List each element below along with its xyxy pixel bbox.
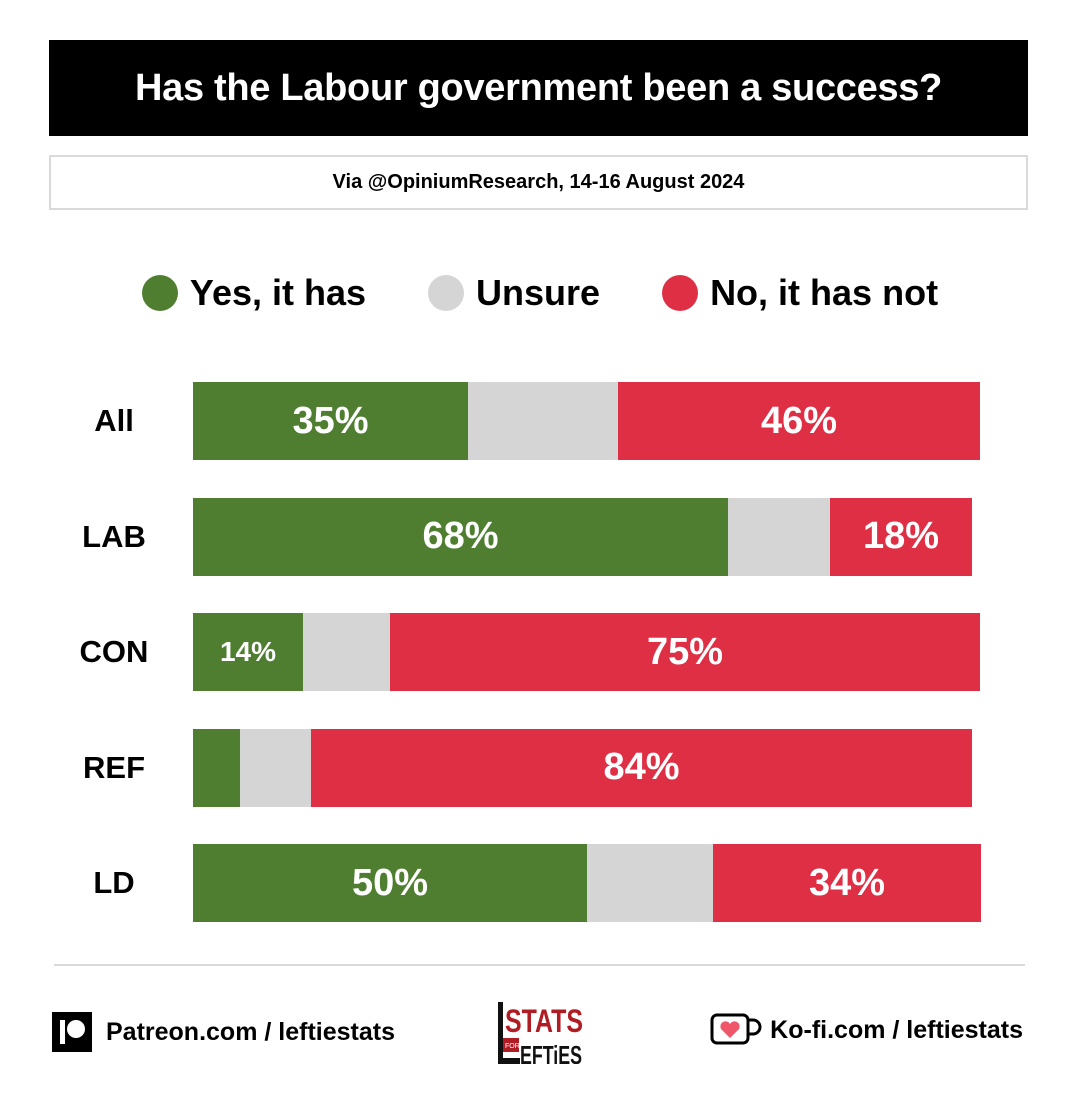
legend-item-yes: Yes, it has: [141, 272, 367, 314]
legend-label-yes: Yes, it has: [189, 272, 367, 313]
kofi-text: Ko-fi.com / leftiestats: [770, 1015, 1023, 1044]
footer-divider: [54, 964, 1025, 966]
row-label: REF: [83, 749, 145, 785]
bar-segment-unsure: [240, 728, 311, 807]
bar-segment-yes: [193, 728, 240, 807]
stacked-bar: 50% 34%: [193, 844, 981, 922]
stacked-bar: 68% 18%: [193, 497, 972, 576]
legend: Yes, it has Unsure No, it has not: [0, 268, 1080, 318]
bar-row: REF 84%: [0, 728, 1080, 807]
stacked-bar: 84%: [193, 728, 972, 807]
row-label: LAB: [82, 518, 146, 554]
bar-segment-yes: 50%: [193, 844, 587, 922]
bar-segment-yes: 35%: [193, 382, 468, 460]
bar-segment-unsure: [468, 382, 618, 460]
stacked-bar: 35% 46%: [193, 382, 980, 460]
legend-dot-unsure-icon: [428, 275, 465, 311]
chart-title: Has the Labour government been a success…: [49, 40, 1028, 136]
row-label: CON: [79, 634, 149, 669]
legend-dot-no-icon: [662, 275, 699, 311]
kofi-cup-icon: [710, 1013, 762, 1045]
svg-text:EFTiES: EFTiES: [520, 1040, 582, 1064]
legend-label-unsure: Unsure: [476, 272, 601, 313]
bar-segment-no: 75%: [390, 613, 980, 691]
bar-segment-unsure: [587, 844, 713, 922]
patreon-icon: [52, 1012, 92, 1052]
bar-segment-unsure: [303, 613, 390, 691]
bar-row: CON 14% 75%: [0, 613, 1080, 691]
footer: Patreon.com / leftiestats STATS FOR EFTi…: [0, 996, 1080, 1066]
bar-segment-yes: 14%: [193, 613, 303, 691]
bar-segment-no: 84%: [311, 728, 972, 807]
bar-segment-no: 46%: [618, 382, 980, 460]
stacked-bar: 14% 75%: [193, 613, 980, 691]
row-label: LD: [93, 865, 135, 900]
legend-item-unsure: Unsure: [428, 272, 600, 314]
bar-row: All 35% 46%: [0, 382, 1080, 460]
stats-for-lefties-logo: STATS FOR EFTiES: [498, 1002, 583, 1064]
bar-segment-no: 18%: [830, 497, 972, 576]
patreon-text: Patreon.com / leftiestats: [106, 1017, 395, 1046]
chart-subtitle: Via @OpiniumResearch, 14-16 August 2024: [49, 155, 1028, 210]
bar-segment-no: 34%: [713, 844, 981, 922]
legend-dot-yes-icon: [141, 275, 178, 311]
bar-segment-yes: 68%: [193, 497, 728, 576]
svg-text:FOR: FOR: [505, 1043, 520, 1050]
bar-row: LD 50% 34%: [0, 844, 1080, 922]
row-label: All: [94, 403, 134, 438]
bar-row: LAB 68% 18%: [0, 497, 1080, 576]
legend-label-no: No, it has not: [710, 272, 939, 313]
patreon-link[interactable]: Patreon.com / leftiestats: [52, 1012, 395, 1052]
legend-item-no: No, it has not: [662, 272, 938, 314]
kofi-link[interactable]: Ko-fi.com / leftiestats: [710, 1012, 1023, 1048]
svg-text:STATS: STATS: [505, 1003, 583, 1039]
bar-segment-unsure: [728, 497, 830, 576]
